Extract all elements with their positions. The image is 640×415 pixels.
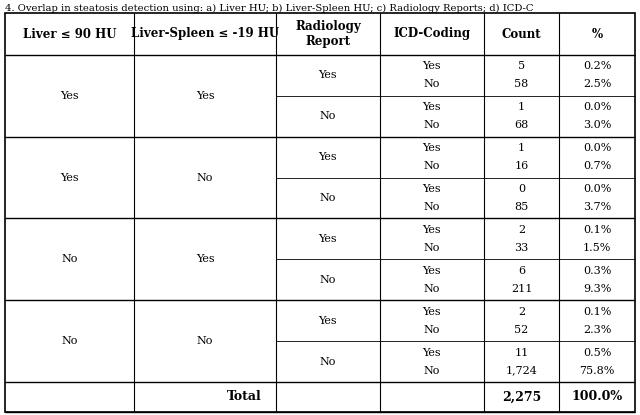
- Text: No: No: [424, 284, 440, 294]
- Text: No: No: [424, 202, 440, 212]
- Text: No: No: [424, 325, 440, 334]
- Text: Yes: Yes: [422, 61, 441, 71]
- Text: 6: 6: [518, 266, 525, 276]
- Text: Yes: Yes: [60, 173, 79, 183]
- Text: Yes: Yes: [422, 307, 441, 317]
- Text: No: No: [320, 356, 336, 366]
- Text: No: No: [424, 243, 440, 253]
- Text: 2,275: 2,275: [502, 391, 541, 403]
- Text: 0.7%: 0.7%: [583, 161, 611, 171]
- Text: No: No: [197, 173, 213, 183]
- Text: Yes: Yes: [319, 152, 337, 162]
- Text: Yes: Yes: [422, 348, 441, 358]
- Text: %: %: [591, 27, 603, 41]
- Text: 33: 33: [515, 243, 529, 253]
- Text: 0.0%: 0.0%: [583, 103, 611, 112]
- Text: 2: 2: [518, 225, 525, 235]
- Text: No: No: [320, 111, 336, 121]
- Text: Yes: Yes: [60, 91, 79, 101]
- Text: 68: 68: [515, 120, 529, 130]
- Text: 2.5%: 2.5%: [583, 79, 611, 89]
- Text: Yes: Yes: [319, 71, 337, 81]
- Text: ICD-Coding: ICD-Coding: [393, 27, 470, 41]
- Text: 16: 16: [515, 161, 529, 171]
- Text: No: No: [424, 120, 440, 130]
- Text: 5: 5: [518, 61, 525, 71]
- Text: 1: 1: [518, 103, 525, 112]
- Text: Total: Total: [227, 391, 262, 403]
- Text: 1,724: 1,724: [506, 366, 538, 376]
- Text: No: No: [320, 275, 336, 285]
- Text: Yes: Yes: [422, 225, 441, 235]
- Text: No: No: [320, 193, 336, 203]
- Text: 0.0%: 0.0%: [583, 184, 611, 194]
- Text: Yes: Yes: [422, 103, 441, 112]
- Text: No: No: [424, 161, 440, 171]
- Text: Yes: Yes: [319, 316, 337, 326]
- Text: No: No: [424, 366, 440, 376]
- Text: Yes: Yes: [422, 143, 441, 153]
- Text: 0.2%: 0.2%: [583, 61, 611, 71]
- Text: 0.1%: 0.1%: [583, 225, 611, 235]
- Text: Yes: Yes: [422, 266, 441, 276]
- Text: 11: 11: [515, 348, 529, 358]
- Text: 0.0%: 0.0%: [583, 143, 611, 153]
- Text: 3.0%: 3.0%: [583, 120, 611, 130]
- Text: Yes: Yes: [196, 254, 214, 264]
- Text: 211: 211: [511, 284, 532, 294]
- Text: Liver-Spleen ≤ -19 HU: Liver-Spleen ≤ -19 HU: [131, 27, 279, 41]
- Text: 3.7%: 3.7%: [583, 202, 611, 212]
- Text: 4. Overlap in steatosis detection using: a) Liver HU; b) Liver-Spleen HU; c) Rad: 4. Overlap in steatosis detection using:…: [5, 4, 534, 13]
- Text: 100.0%: 100.0%: [572, 391, 623, 403]
- Text: No: No: [424, 79, 440, 89]
- Text: Yes: Yes: [319, 234, 337, 244]
- Text: 2: 2: [518, 307, 525, 317]
- Text: 0.5%: 0.5%: [583, 348, 611, 358]
- Text: 9.3%: 9.3%: [583, 284, 611, 294]
- Text: 75.8%: 75.8%: [579, 366, 615, 376]
- Text: Count: Count: [502, 27, 541, 41]
- Text: 1: 1: [518, 143, 525, 153]
- Text: Liver ≤ 90 HU: Liver ≤ 90 HU: [23, 27, 116, 41]
- Text: 1.5%: 1.5%: [583, 243, 611, 253]
- Text: No: No: [197, 336, 213, 346]
- Text: Yes: Yes: [422, 184, 441, 194]
- Text: 85: 85: [515, 202, 529, 212]
- Text: No: No: [61, 254, 78, 264]
- Text: Yes: Yes: [196, 91, 214, 101]
- Text: 0: 0: [518, 184, 525, 194]
- Text: 58: 58: [515, 79, 529, 89]
- Text: Radiology
Report: Radiology Report: [295, 20, 361, 48]
- Text: 2.3%: 2.3%: [583, 325, 611, 334]
- Text: 0.1%: 0.1%: [583, 307, 611, 317]
- Text: No: No: [61, 336, 78, 346]
- Text: 52: 52: [515, 325, 529, 334]
- Text: 0.3%: 0.3%: [583, 266, 611, 276]
